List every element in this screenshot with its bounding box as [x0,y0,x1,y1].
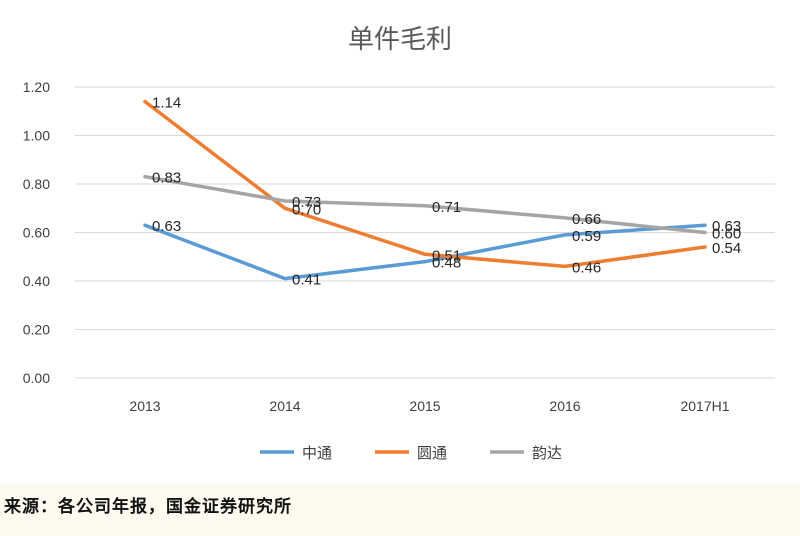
y-tick-label: 0.60 [23,225,50,241]
x-tick-label: 2014 [269,398,300,414]
data-label: 0.51 [432,247,461,264]
data-label: 0.46 [572,259,601,276]
data-label: 1.14 [152,95,181,112]
chart-title: 单件毛利 [348,25,452,55]
y-tick-label: 1.00 [23,128,50,144]
series-line [143,223,707,281]
data-point [703,223,707,227]
x-tick-label: 2013 [129,398,160,414]
data-point [283,277,287,281]
data-point [143,175,147,179]
data-point [563,233,567,237]
data-label: 0.73 [292,194,321,211]
y-tick-label: 0.40 [23,273,50,289]
series-lines [143,99,707,281]
data-label: 0.71 [432,199,461,216]
data-label: 0.66 [572,211,601,228]
data-point [283,199,287,203]
data-label: 0.60 [712,226,741,243]
data-point [423,260,427,264]
data-point [563,264,567,268]
data-point [423,252,427,256]
data-point [703,245,707,249]
data-label: 0.48 [432,255,461,272]
y-axis: 0.00 0.20 0.40 0.60 0.80 1.00 1.20 [23,79,50,386]
data-label: 0.63 [712,218,741,235]
data-label: 0.41 [292,272,321,289]
y-tick-label: 0.00 [23,370,50,386]
data-point [703,231,707,234]
legend-label: 中通 [302,444,332,462]
data-point [563,216,567,220]
data-label: 0.54 [712,240,741,257]
x-tick-label: 2017H1 [680,398,729,414]
y-tick-label: 0.80 [23,176,50,192]
data-label: 0.63 [152,218,181,235]
legend-label: 韵达 [532,444,562,462]
data-label: 0.83 [152,170,181,187]
x-tick-label: 2016 [549,398,580,414]
y-tick-label: 1.20 [23,79,50,95]
x-axis: 2013 2014 2015 2016 2017H1 [129,398,729,414]
data-label: 0.70 [292,201,321,218]
y-tick-label: 0.20 [23,322,50,338]
x-tick-label: 2015 [409,398,440,414]
data-point [283,206,287,210]
data-point [423,204,427,208]
data-point [143,223,147,227]
data-label: 0.59 [572,228,601,245]
legend-label: 圆通 [417,444,447,462]
source-footer: 来源：各公司年报，国金证券研究所 [0,484,800,536]
data-labels: 0.63 0.41 0.48 0.59 0.63 1.14 0.70 0.51 0.46 0.54… [152,95,741,289]
source-note: 来源：各公司年报，国金证券研究所 [4,497,292,517]
data-point [143,100,147,104]
line-chart: 单件毛利 0.000.200.400.600.801.001.20 2013 20… [23,25,775,462]
legend: 中通 圆通 韵达 [260,444,562,462]
